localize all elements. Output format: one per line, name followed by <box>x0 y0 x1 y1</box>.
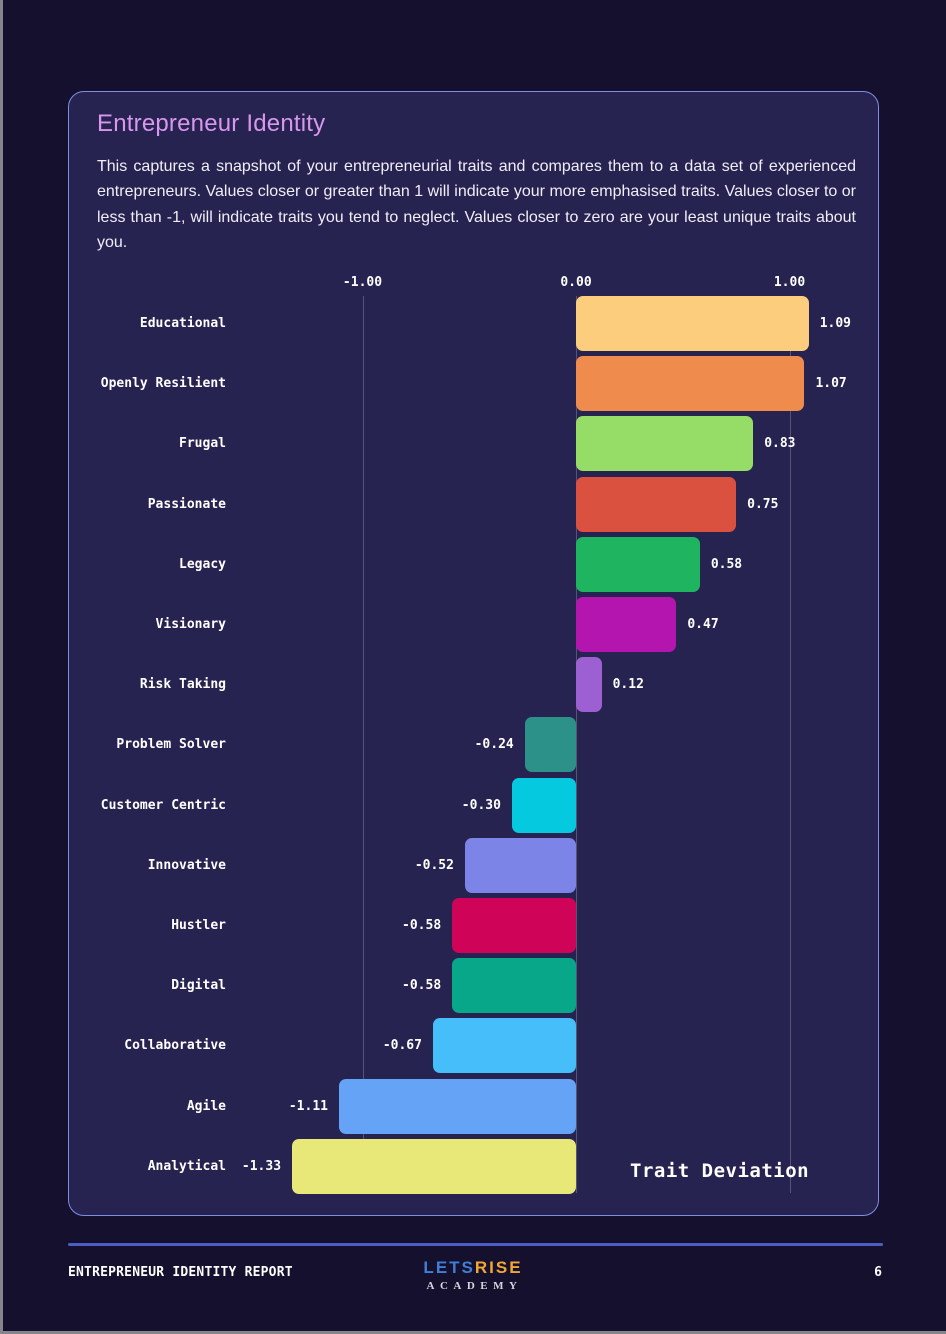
trait-bar <box>576 536 700 592</box>
value-label: -0.24 <box>474 737 514 753</box>
value-label: -0.58 <box>402 918 442 933</box>
trait-deviation-chart: Trait Deviation -1.00 0.00 1.00 Educational… <box>69 92 878 1215</box>
value-label: 0.58 <box>710 556 743 572</box>
trait-label: Visionary <box>155 617 226 632</box>
x-axis-tick: 1.00 <box>773 275 806 290</box>
card-description: This captures a snapshot of your entrepr… <box>97 158 856 251</box>
footer-report-title: ENTREPRENEUR IDENTITY REPORT <box>68 1265 293 1280</box>
trait-label: Digital <box>171 978 226 994</box>
trait-bar <box>452 898 576 953</box>
trait-bar <box>432 1018 576 1074</box>
logo-academy-text: ACADEMY <box>426 1280 523 1292</box>
value-label: 0.83 <box>764 436 796 452</box>
value-label: -0.58 <box>402 978 442 994</box>
value-label: -0.30 <box>461 797 501 813</box>
entrepreneur-identity-card: Entrepreneur Identity This captures a sn… <box>68 91 879 1216</box>
trait-label: Risk Taking <box>139 677 226 693</box>
trait-bar <box>576 597 677 652</box>
value-label: -0.52 <box>414 857 454 873</box>
gridline-1.00 <box>789 296 791 1193</box>
logo-wordmark: LETSRISE <box>423 1258 522 1278</box>
trait-label: Hustler <box>171 918 226 933</box>
gridline-0.00 <box>576 296 577 1193</box>
footer-divider <box>68 1243 883 1246</box>
trait-label: Problem Solver <box>116 737 226 753</box>
logo-lets-text: LETS <box>423 1258 475 1277</box>
trait-bar <box>464 837 576 893</box>
window-edge-left <box>0 0 3 1334</box>
value-label: 1.09 <box>819 316 852 331</box>
trait-label: Educational <box>139 316 226 331</box>
letsrise-logo: LETSRISE ACADEMY <box>423 1258 522 1292</box>
chart-title: Trait Deviation <box>630 1160 810 1182</box>
trait-label: Passionate <box>147 496 226 512</box>
card-title: Entrepreneur Identity <box>97 110 326 137</box>
trait-bar <box>339 1078 576 1134</box>
value-label: -0.67 <box>382 1038 422 1054</box>
trait-bar <box>452 958 576 1014</box>
value-label: -1.33 <box>241 1158 282 1174</box>
trait-bar <box>576 657 602 713</box>
trait-bar <box>511 777 576 833</box>
value-label: 1.07 <box>815 376 847 392</box>
x-axis-tick: -1.00 <box>342 275 383 290</box>
trait-bar <box>576 356 805 412</box>
trait-bar <box>576 476 737 532</box>
trait-label: Legacy <box>179 556 226 572</box>
trait-bar <box>576 296 809 351</box>
value-label: 0.47 <box>687 617 719 632</box>
page-number: 6 <box>874 1265 882 1280</box>
trait-bar <box>524 717 576 773</box>
trait-bar <box>576 416 754 472</box>
trait-label: Frugal <box>179 436 226 452</box>
x-axis-tick: 0.00 <box>560 275 592 290</box>
logo-rise-text: RISE <box>474 1258 523 1277</box>
trait-label: Innovative <box>147 857 226 873</box>
trait-label: Analytical <box>147 1158 226 1174</box>
trait-label: Collaborative <box>124 1038 226 1054</box>
trait-bar <box>292 1138 576 1194</box>
value-label: 0.75 <box>747 496 779 512</box>
value-label: 0.12 <box>612 677 644 693</box>
value-label: -1.11 <box>288 1098 328 1114</box>
trait-label: Openly Resilient <box>100 376 226 392</box>
window-edge-bottom <box>0 1331 946 1334</box>
gridline--1.00 <box>362 296 364 1193</box>
trait-label: Agile <box>186 1098 226 1114</box>
trait-label: Customer Centric <box>100 797 226 813</box>
